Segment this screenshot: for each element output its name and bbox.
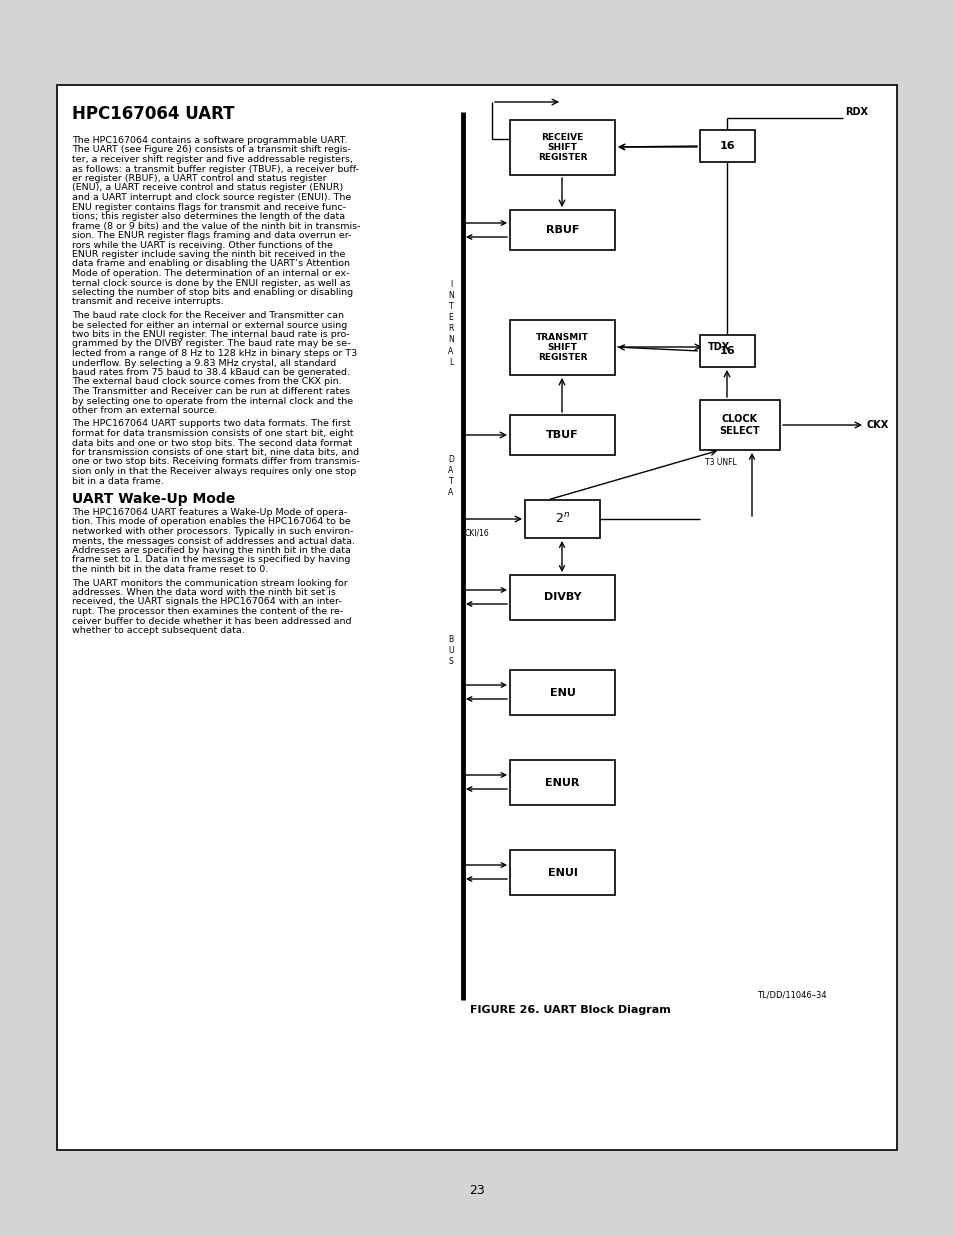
Text: 23: 23 xyxy=(469,1183,484,1197)
Text: RBUF: RBUF xyxy=(545,225,578,235)
Text: sion. The ENUR register flags framing and data overrun er-: sion. The ENUR register flags framing an… xyxy=(71,231,351,240)
Bar xyxy=(524,500,599,538)
Text: ternal clock source is done by the ENUI register, as well as: ternal clock source is done by the ENUI … xyxy=(71,279,351,288)
Text: The external baud clock source comes from the CKX pin.: The external baud clock source comes fro… xyxy=(71,378,341,387)
Text: ments, the messages consist of addresses and actual data.: ments, the messages consist of addresses… xyxy=(71,536,355,546)
Text: whether to accept subsequent data.: whether to accept subsequent data. xyxy=(71,626,245,635)
Text: $2^n$: $2^n$ xyxy=(555,513,569,526)
Text: DIVBY: DIVBY xyxy=(543,593,580,603)
Text: The Transmitter and Receiver can be run at different rates: The Transmitter and Receiver can be run … xyxy=(71,387,350,396)
Text: The HPC167064 UART features a Wake-Up Mode of opera-: The HPC167064 UART features a Wake-Up Mo… xyxy=(71,508,347,517)
Text: ter, a receiver shift register and five addressable registers,: ter, a receiver shift register and five … xyxy=(71,156,353,164)
Text: one or two stop bits. Receiving formats differ from transmis-: one or two stop bits. Receiving formats … xyxy=(71,457,359,467)
Text: The HPC167064 UART supports two data formats. The first: The HPC167064 UART supports two data for… xyxy=(71,420,351,429)
Text: sion only in that the Receiver always requires only one stop: sion only in that the Receiver always re… xyxy=(71,467,355,475)
Text: 16: 16 xyxy=(719,346,735,356)
Text: rors while the UART is receiving. Other functions of the: rors while the UART is receiving. Other … xyxy=(71,241,333,249)
Text: 16: 16 xyxy=(719,141,735,151)
Bar xyxy=(57,85,896,1150)
Text: as follows: a transmit buffer register (TBUF), a receiver buff-: as follows: a transmit buffer register (… xyxy=(71,164,358,173)
Text: underflow. By selecting a 9.83 MHz crystal, all standard: underflow. By selecting a 9.83 MHz cryst… xyxy=(71,358,335,368)
Text: ENUR: ENUR xyxy=(545,778,579,788)
Text: for transmission consists of one start bit, nine data bits, and: for transmission consists of one start b… xyxy=(71,448,358,457)
Bar xyxy=(700,335,754,367)
Text: The UART monitors the communication stream looking for: The UART monitors the communication stre… xyxy=(71,578,348,588)
Text: received, the UART signals the HPC167064 with an inter-: received, the UART signals the HPC167064… xyxy=(71,598,341,606)
Text: data bits and one or two stop bits. The second data format: data bits and one or two stop bits. The … xyxy=(71,438,352,447)
Text: and a UART interrupt and clock source register (ENUI). The: and a UART interrupt and clock source re… xyxy=(71,193,351,203)
Text: data frame and enabling or disabling the UART’s Attention: data frame and enabling or disabling the… xyxy=(71,259,350,268)
Text: by selecting one to operate from the internal clock and the: by selecting one to operate from the int… xyxy=(71,396,353,405)
Text: B
U
S: B U S xyxy=(448,635,454,666)
Text: RDX: RDX xyxy=(844,107,867,117)
Text: TL/DD/11046–34: TL/DD/11046–34 xyxy=(757,990,825,999)
Text: frame set to 1. Data in the message is specified by having: frame set to 1. Data in the message is s… xyxy=(71,556,350,564)
Text: D
A
T
A: D A T A xyxy=(448,454,454,498)
Text: baud rates from 75 baud to 38.4 kBaud can be generated.: baud rates from 75 baud to 38.4 kBaud ca… xyxy=(71,368,350,377)
Text: TRANSMIT
SHIFT
REGISTER: TRANSMIT SHIFT REGISTER xyxy=(536,332,588,362)
Text: selecting the number of stop bits and enabling or disabling: selecting the number of stop bits and en… xyxy=(71,288,353,296)
Text: ENU: ENU xyxy=(549,688,575,698)
Text: The UART (see Figure 26) consists of a transmit shift regis-: The UART (see Figure 26) consists of a t… xyxy=(71,146,351,154)
Text: (ENU), a UART receive control and status register (ENUR): (ENU), a UART receive control and status… xyxy=(71,184,343,193)
Text: HPC167064 UART: HPC167064 UART xyxy=(71,105,234,124)
Bar xyxy=(510,576,615,620)
Text: ENUI: ENUI xyxy=(547,867,577,878)
Bar xyxy=(510,210,615,249)
Text: The baud rate clock for the Receiver and Transmitter can: The baud rate clock for the Receiver and… xyxy=(71,311,344,320)
Text: ceiver buffer to decide whether it has been addressed and: ceiver buffer to decide whether it has b… xyxy=(71,616,351,625)
Text: er register (RBUF), a UART control and status register: er register (RBUF), a UART control and s… xyxy=(71,174,326,183)
Text: TDX: TDX xyxy=(707,342,729,352)
Text: tion. This mode of operation enables the HPC167064 to be: tion. This mode of operation enables the… xyxy=(71,517,351,526)
Text: two bits in the ENUI register. The internal baud rate is pro-: two bits in the ENUI register. The inter… xyxy=(71,330,350,338)
Text: ENUR register include saving the ninth bit received in the: ENUR register include saving the ninth b… xyxy=(71,249,345,259)
Bar xyxy=(510,671,615,715)
Text: RECEIVE
SHIFT
REGISTER: RECEIVE SHIFT REGISTER xyxy=(537,132,587,162)
Text: CKI/16: CKI/16 xyxy=(464,529,489,537)
Text: Mode of operation. The determination of an internal or ex-: Mode of operation. The determination of … xyxy=(71,269,349,278)
Text: tions; this register also determines the length of the data: tions; this register also determines the… xyxy=(71,212,345,221)
Bar xyxy=(510,120,615,175)
Text: Addresses are specified by having the ninth bit in the data: Addresses are specified by having the ni… xyxy=(71,546,351,555)
Text: format for data transmission consists of one start bit, eight: format for data transmission consists of… xyxy=(71,429,354,438)
Text: CLOCK
SELECT: CLOCK SELECT xyxy=(719,414,760,436)
Bar xyxy=(700,130,754,162)
Text: be selected for either an internal or external source using: be selected for either an internal or ex… xyxy=(71,321,347,330)
Text: the ninth bit in the data frame reset to 0.: the ninth bit in the data frame reset to… xyxy=(71,564,268,574)
Text: lected from a range of 8 Hz to 128 kHz in binary steps or T3: lected from a range of 8 Hz to 128 kHz i… xyxy=(71,350,356,358)
Text: networked with other processors. Typically in such environ-: networked with other processors. Typical… xyxy=(71,527,353,536)
Text: The HPC167064 contains a software programmable UART.: The HPC167064 contains a software progra… xyxy=(71,136,347,144)
Text: ENU register contains flags for transmit and receive func-: ENU register contains flags for transmit… xyxy=(71,203,346,211)
Text: frame (8 or 9 bits) and the value of the ninth bit in transmis-: frame (8 or 9 bits) and the value of the… xyxy=(71,221,360,231)
Text: other from an external source.: other from an external source. xyxy=(71,406,217,415)
Text: TBUF: TBUF xyxy=(546,430,578,440)
Text: CKX: CKX xyxy=(866,420,888,430)
Text: FIGURE 26. UART Block Diagram: FIGURE 26. UART Block Diagram xyxy=(469,1005,670,1015)
Text: I
N
T
E
R
N
A
L: I N T E R N A L xyxy=(448,280,454,367)
Text: UART Wake-Up Mode: UART Wake-Up Mode xyxy=(71,492,235,506)
Text: transmit and receive interrupts.: transmit and receive interrupts. xyxy=(71,298,224,306)
Bar xyxy=(510,850,615,895)
Bar xyxy=(700,400,780,450)
Text: addresses. When the data word with the ninth bit set is: addresses. When the data word with the n… xyxy=(71,588,335,597)
Bar xyxy=(510,760,615,805)
Bar xyxy=(510,320,615,375)
Text: grammed by the DIVBY register. The baud rate may be se-: grammed by the DIVBY register. The baud … xyxy=(71,340,350,348)
Text: bit in a data frame.: bit in a data frame. xyxy=(71,477,164,485)
Text: T3 UNFL: T3 UNFL xyxy=(704,458,736,467)
Bar xyxy=(510,415,615,454)
Text: rupt. The processor then examines the content of the re-: rupt. The processor then examines the co… xyxy=(71,606,343,616)
